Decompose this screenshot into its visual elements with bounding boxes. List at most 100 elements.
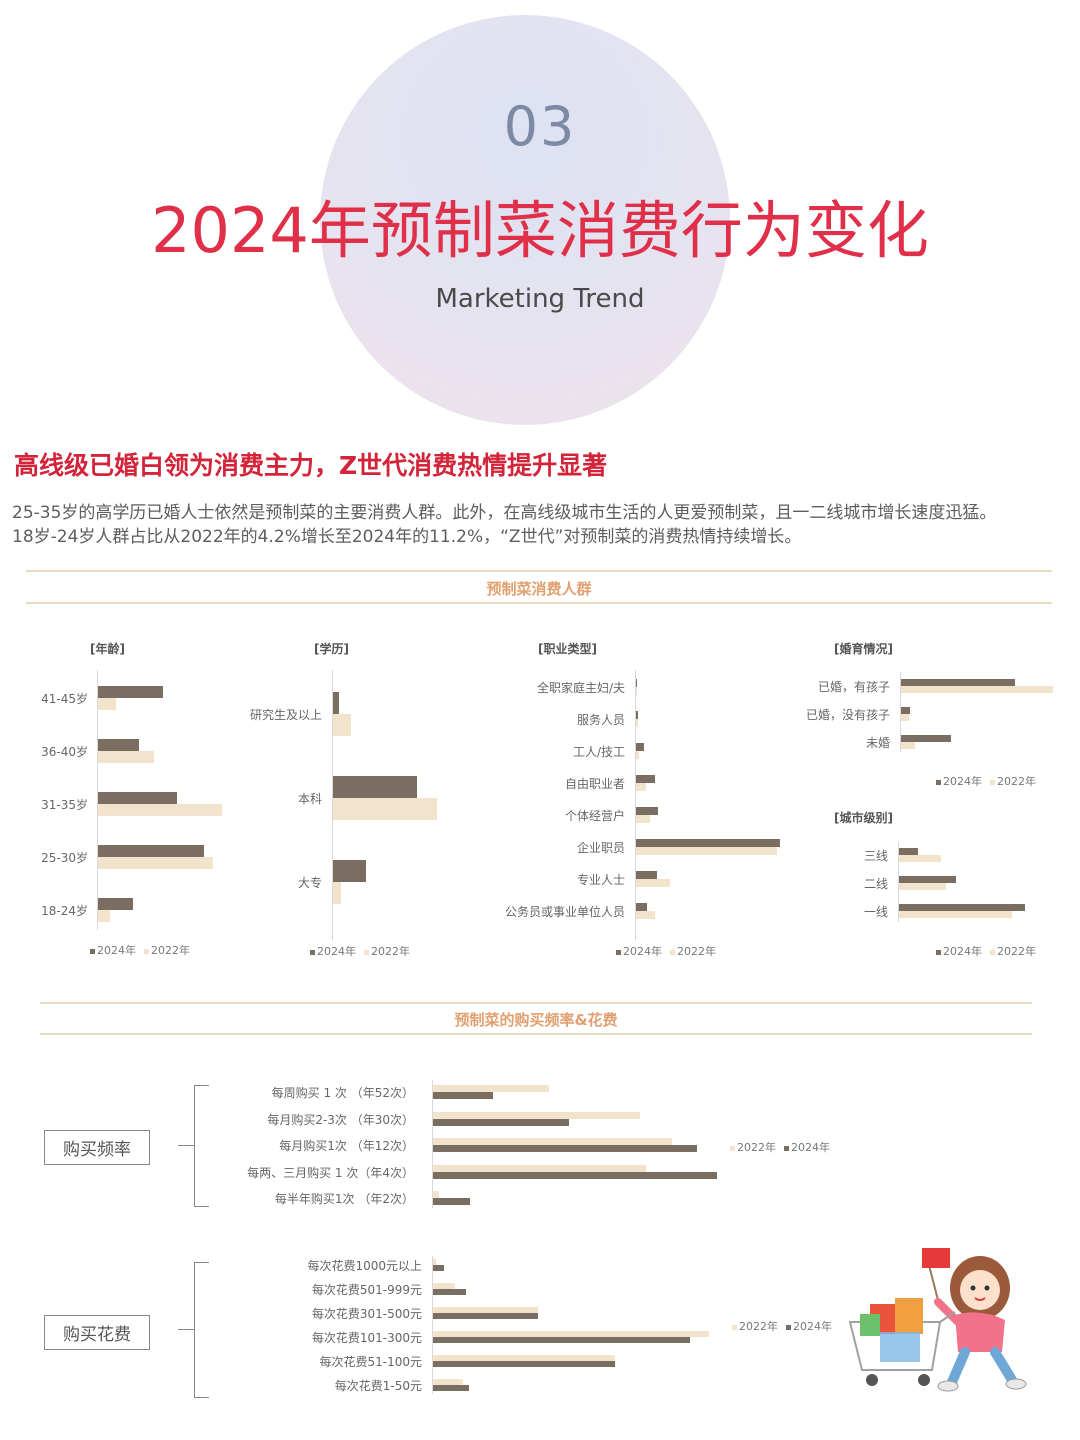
- legend-swatch: [786, 1324, 791, 1330]
- chart-6-bar-2022年: [433, 1331, 709, 1337]
- paragraph-line-2: 18岁-24岁人群占比从2022年的4.2%增长至2024年的11.2%，“Z世…: [12, 527, 802, 547]
- chart-0-axis: [97, 670, 98, 930]
- chart-2-category-label: 全职家庭主妇/夫: [536, 681, 625, 695]
- legend-swatch: [364, 949, 369, 955]
- chart-0-category-label: 25-30岁: [41, 851, 88, 865]
- chart-3-category-label: 未婚: [865, 736, 890, 750]
- chart-0-bar-2024年: [98, 898, 134, 910]
- section-headline: 高线级已婚白领为消费主力，Z世代消费热情提升显著: [14, 451, 608, 480]
- legend-swatch: [990, 779, 995, 785]
- chart-5-category-label: 每月购买1次 （年12次）: [279, 1139, 414, 1153]
- band-divider-bottom: [26, 602, 1052, 604]
- legend-label: 2022年: [371, 945, 410, 958]
- chart-2-category-label: 服务人员: [576, 713, 625, 727]
- chart-1-bar-2022年: [333, 798, 437, 820]
- chart-3-bar-2022年: [901, 686, 1053, 693]
- legend-label: 2022年: [677, 945, 716, 958]
- chart-6-bar-2022年: [433, 1307, 538, 1313]
- chart-2-bar-2024年: [636, 711, 639, 719]
- band-title-consumers: 预制菜消费人群: [486, 580, 592, 598]
- chart-5-category-label: 每月购买2-3次 （年30次）: [267, 1112, 414, 1127]
- chart-2-bar-2022年: [636, 751, 640, 759]
- chart-0-bar-2022年: [98, 857, 214, 869]
- chart-1-category-label: 研究生及以上: [249, 708, 322, 722]
- chart-3-bar-2024年: [901, 679, 1015, 686]
- chart-2-bar-2022年: [636, 847, 777, 855]
- chart-6-category-label: 每次花费501-999元: [311, 1283, 422, 1297]
- chart-2-category-label: 个体经营户: [564, 809, 625, 823]
- chart-4-legend: 2024年 2022年: [936, 943, 1036, 959]
- chart-0-bar-2022年: [98, 698, 116, 710]
- chart-1-title: [学历]: [314, 642, 349, 656]
- chart-5-category-label: 每半年购买1次 （年2次）: [274, 1192, 414, 1206]
- chart-6-bar-2024年: [433, 1265, 445, 1271]
- chart-2-category-label: 公务员或事业单位人员: [504, 905, 625, 919]
- chart-0-category-label: 36-40岁: [41, 745, 88, 759]
- chart-3-legend: 2024年 2022年: [936, 773, 1036, 789]
- chart-0-bar-2022年: [98, 751, 155, 763]
- chart-0-legend: 2024年 2022年: [90, 942, 190, 958]
- band-title-frequency: 预制菜的购买频率&花费: [454, 1011, 618, 1029]
- chart-5-axis: [432, 1080, 433, 1208]
- chart-2-bar-2024年: [636, 775, 656, 783]
- legend-label: 2024年: [791, 1141, 830, 1154]
- chart-0-category-label: 41-45岁: [41, 692, 88, 706]
- legend-label: 2022年: [997, 775, 1036, 788]
- chart-3-bar-2022年: [901, 714, 909, 721]
- paragraph-line-1: 25-35岁的高学历已婚人士依然是预制菜的主要消费人群。此外，在高线级城市生活的…: [12, 503, 997, 523]
- chart-3-axis: [900, 672, 901, 752]
- legend-swatch: [310, 949, 315, 955]
- legend-label: 2024年: [623, 945, 662, 958]
- chart-5-bar-2024年: [433, 1198, 470, 1205]
- chart-2-bar-2022年: [636, 815, 651, 823]
- chart-1-category-label: 本科: [297, 792, 322, 806]
- chart-1-category-label: 大专: [297, 876, 322, 890]
- chart-6-bar-2022年: [433, 1379, 464, 1385]
- chart-6-category-label: 每次花费51-100元: [319, 1355, 422, 1369]
- chart-2-bar-2024年: [636, 903, 648, 911]
- frequency-label-box: 购买频率: [44, 1130, 150, 1165]
- header-circle: [320, 15, 730, 425]
- chart-5-legend: 2022年 2024年: [730, 1139, 830, 1155]
- chart-4-bar-2022年: [899, 911, 1013, 918]
- chart-2-bar-2024年: [636, 839, 780, 847]
- chart-5-bar-2024年: [433, 1171, 717, 1179]
- chart-2-bar-2024年: [636, 871, 657, 879]
- chart-3-bar-2022年: [901, 742, 915, 749]
- chart-2-category-label: 企业职员: [576, 841, 625, 855]
- chart-4-bar-2024年: [899, 904, 1025, 911]
- chart-6-bar-2022年: [433, 1259, 436, 1265]
- spend-label-box: 购买花费: [44, 1315, 150, 1350]
- frequency-bracket-tick: [178, 1145, 194, 1146]
- chart-2-category-label: 工人/技工: [572, 745, 625, 759]
- chart-4-bar-2022年: [899, 883, 946, 890]
- legend-swatch: [990, 949, 995, 955]
- chart-6-category-label: 每次花费101-300元: [311, 1331, 422, 1345]
- chart-4-title: [城市级别]: [834, 811, 893, 825]
- chart-6-bar-2024年: [433, 1361, 616, 1367]
- chart-4-category-label: 二线: [863, 877, 888, 891]
- legend-label: 2024年: [943, 775, 982, 788]
- chart-3-bar-2024年: [901, 735, 952, 742]
- legend-swatch: [730, 1145, 735, 1151]
- chart-5-category-label: 每两、三月购买 1 次（年4次）: [247, 1165, 414, 1180]
- legend-swatch: [616, 949, 621, 955]
- chart-6-bar-2024年: [433, 1289, 467, 1295]
- chart-0-title: [年龄]: [90, 642, 125, 656]
- chart-2-bar-2022年: [636, 687, 637, 695]
- chart-5-bar-2022年: [433, 1085, 550, 1092]
- chart-2-axis: [635, 670, 636, 940]
- section-number: 03: [503, 95, 577, 158]
- chart-0-bar-2022年: [98, 910, 110, 922]
- chart-4-axis: [898, 842, 899, 922]
- legend-label: 2022年: [739, 1320, 778, 1333]
- chart-4-category-label: 三线: [863, 849, 888, 863]
- chart-6-category-label: 每次花费301-500元: [311, 1307, 422, 1321]
- legend-label: 2024年: [793, 1320, 832, 1333]
- chart-2-bar-2024年: [636, 743, 644, 751]
- chart-6-bar-2024年: [433, 1385, 469, 1391]
- chart-2-bar-2024年: [636, 807, 659, 815]
- chart-6-category-label: 每次花费1000元以上: [307, 1259, 422, 1273]
- chart-5-bar-2024年: [433, 1118, 570, 1126]
- legend-label: 2024年: [317, 945, 356, 958]
